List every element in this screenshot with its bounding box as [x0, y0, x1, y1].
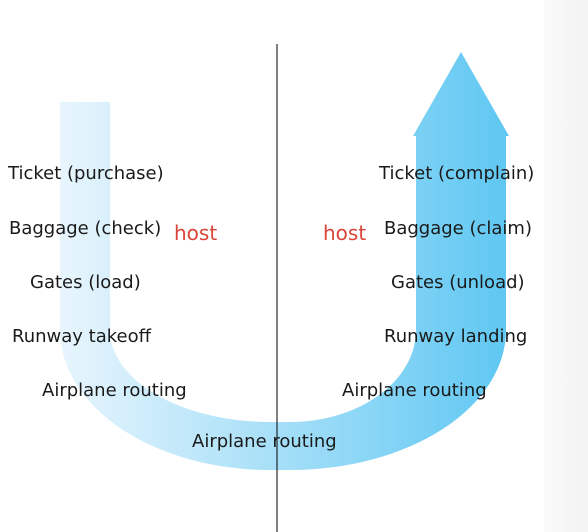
left-step-runway: Runway takeoff [12, 326, 152, 347]
left-host-label: host [174, 221, 217, 245]
page-edge-shadow [544, 0, 588, 532]
left-step-routing: Airplane routing [42, 380, 187, 401]
left-step-baggage: Baggage (check) [9, 218, 161, 239]
right-step-ticket: Ticket (complain) [378, 163, 534, 184]
left-step-gates: Gates (load) [30, 272, 141, 293]
u-arrow [60, 52, 509, 470]
right-step-routing: Airplane routing [342, 380, 487, 401]
right-host-label: host [323, 221, 366, 245]
right-step-runway: Runway landing [384, 326, 527, 347]
right-step-gates: Gates (unload) [391, 272, 525, 293]
bottom-step-routing: Airplane routing [192, 431, 337, 452]
right-step-baggage: Baggage (claim) [384, 218, 532, 239]
left-step-ticket: Ticket (purchase) [7, 163, 164, 184]
